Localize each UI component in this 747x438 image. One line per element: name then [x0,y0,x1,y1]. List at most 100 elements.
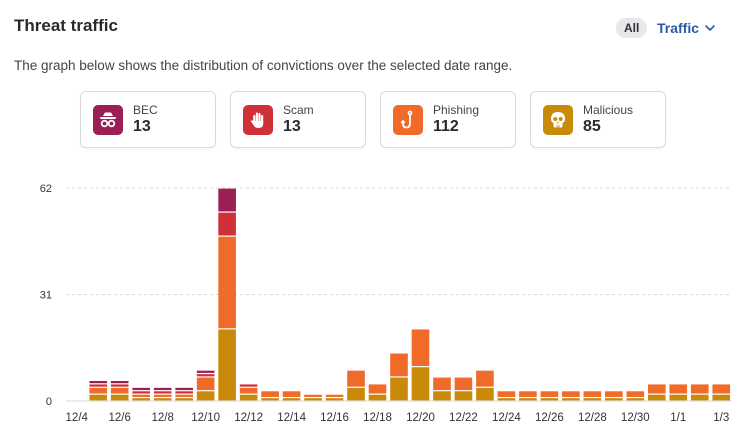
bar-segment[interactable] [540,398,559,401]
bar-segment[interactable] [454,391,473,401]
bar-segment[interactable] [218,212,236,236]
bar-segment[interactable] [239,387,258,394]
bar-segment[interactable] [153,387,172,391]
card-malicious-label: Malicious [583,102,634,117]
bar-segment[interactable] [110,394,129,401]
bar-segment[interactable] [433,377,451,391]
bar-segment[interactable] [304,398,322,401]
bar-segment[interactable] [411,329,430,367]
bar-segment[interactable] [89,384,108,387]
x-tick-label: 12/26 [535,412,564,424]
bar-segment[interactable] [196,391,215,401]
fishhook-icon [400,110,413,128]
bar-segment[interactable] [175,398,193,401]
bar-segment[interactable] [647,394,666,401]
bar-segment[interactable] [347,370,365,387]
bar-segment[interactable] [218,188,236,212]
bar-segment[interactable] [89,387,108,394]
bar-segment[interactable] [132,391,151,394]
traffic-dropdown[interactable]: Traffic [657,18,716,38]
y-tick-label: 0 [46,396,52,408]
card-malicious-value: 85 [583,117,601,135]
bar-segment[interactable] [390,353,408,377]
bar-segment[interactable] [196,374,215,377]
bar-segment[interactable] [132,394,151,397]
x-tick-label: 12/8 [151,412,173,424]
card-bec-label: BEC [133,102,158,117]
bar-segment[interactable] [368,394,387,401]
card-malicious[interactable]: Malicious 85 [530,91,666,148]
x-tick-label: 12/6 [109,412,131,424]
card-phishing[interactable]: Phishing 112 [380,91,516,148]
card-scam[interactable]: Scam 13 [230,91,366,148]
bar-segment[interactable] [153,398,172,401]
bar-segment[interactable] [347,387,365,401]
bar-segment[interactable] [476,387,494,401]
x-tick-label: 12/30 [621,412,650,424]
card-bec[interactable]: BEC 13 [80,91,216,148]
bar-segment[interactable] [690,394,709,401]
bar-segment[interactable] [196,370,215,373]
card-scam-label: Scam [283,102,314,117]
bar-segment[interactable] [497,398,516,401]
bar-segment[interactable] [669,394,688,401]
bar-segment[interactable] [605,398,623,401]
bar-segment[interactable] [110,384,129,387]
bar-segment[interactable] [712,384,731,394]
bar-segment[interactable] [261,391,279,397]
bar-segment[interactable] [325,398,344,401]
bar-segment[interactable] [540,391,559,397]
bar-segment[interactable] [196,377,215,391]
page-subtitle: The graph below shows the distribution o… [14,58,513,73]
bar-segment[interactable] [153,391,172,394]
bar-segment[interactable] [454,377,473,391]
bar-segment[interactable] [390,377,408,401]
filter-all-button[interactable]: All [616,18,648,38]
bar-segment[interactable] [89,394,108,401]
bar-segment[interactable] [519,391,537,397]
bar-segment[interactable] [282,398,301,401]
bar-segment[interactable] [132,387,151,391]
x-tick-label: 12/14 [277,412,306,424]
bar-segment[interactable] [175,391,193,394]
traffic-dropdown-label: Traffic [657,20,700,36]
bar-segment[interactable] [690,384,709,394]
bar-segment[interactable] [261,398,279,401]
y-tick-label: 31 [40,290,52,302]
bar-segment[interactable] [175,394,193,397]
bar-segment[interactable] [562,398,580,401]
bar-segment[interactable] [153,394,172,397]
bar-segment[interactable] [325,394,344,397]
bar-segment[interactable] [712,394,731,401]
bar-segment[interactable] [304,394,322,397]
bar-segment[interactable] [218,236,236,329]
bar-segment[interactable] [626,391,645,397]
bar-segment[interactable] [411,367,430,401]
bar-segment[interactable] [368,384,387,394]
bar-segment[interactable] [647,384,666,394]
bar-segment[interactable] [175,387,193,391]
bar-segment[interactable] [433,391,451,401]
bar-segment[interactable] [89,380,108,384]
hand-stop-icon [250,112,264,128]
bar-segment[interactable] [605,391,623,397]
bar-segment[interactable] [562,391,580,397]
bar-segment[interactable] [497,391,516,397]
bar-segment[interactable] [282,391,301,397]
threat-traffic-chart: 0 31 62 12/4 12/6 12/8 12/10 12/12 12/14 12/16 12/… [40,183,732,424]
bar-segment[interactable] [239,384,258,387]
x-tick-label: 12/20 [406,412,435,424]
bar-segment[interactable] [132,398,151,401]
x-tick-label: 12/12 [234,412,263,424]
bar-segment[interactable] [583,398,602,401]
bar-segment[interactable] [669,384,688,394]
bar-segment[interactable] [110,380,129,384]
card-phishing-value: 112 [433,117,459,135]
bar-segment[interactable] [519,398,537,401]
bar-segment[interactable] [476,370,494,387]
bar-segment[interactable] [626,398,645,401]
bar-segment[interactable] [218,329,236,401]
bar-segment[interactable] [239,394,258,401]
bar-segment[interactable] [583,391,602,397]
bar-segment[interactable] [110,387,129,394]
